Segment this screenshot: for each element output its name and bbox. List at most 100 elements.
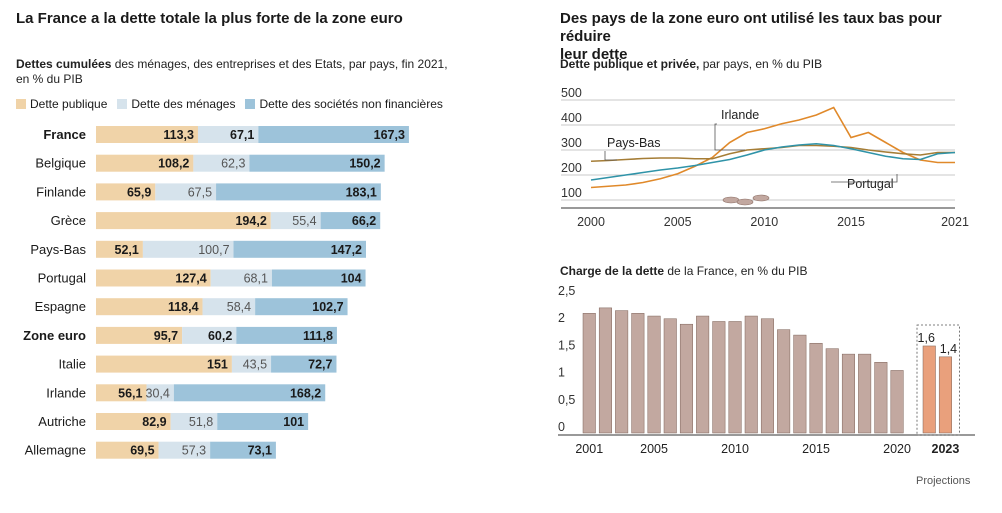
bar-segment (96, 298, 203, 316)
bar-segment (96, 212, 271, 230)
bar-segment (96, 355, 232, 373)
legend-swatch (245, 99, 256, 109)
left-subtitle: Dettes cumulées des ménages, des entrepr… (16, 57, 496, 87)
coin-stack-bar (712, 321, 726, 434)
coin-stack-bar (582, 313, 596, 434)
bar-segment (155, 183, 217, 201)
series-line (590, 142, 956, 181)
data-label: 168,2 (290, 386, 321, 400)
bar-segment (96, 441, 159, 459)
bar-segment (255, 298, 348, 316)
data-label: 151 (207, 358, 228, 372)
data-label: 67,5 (188, 185, 212, 199)
coin-stack-bar (728, 321, 742, 434)
bar-segment (236, 326, 337, 344)
bar-segment (216, 183, 381, 201)
x-tick-label: 2015 (837, 215, 865, 229)
data-label: 101 (283, 415, 304, 429)
bar-segment (158, 441, 211, 459)
x-tick-label: 2021 (941, 215, 969, 229)
category-label: Italie (59, 357, 86, 372)
coin-icon (736, 198, 754, 206)
x-tick-label: 2001 (575, 442, 603, 456)
data-label: 73,1 (248, 444, 272, 458)
x-tick-label: 2023 (932, 442, 960, 456)
category-label: Finlande (36, 184, 86, 199)
left-subtitle-rest: des ménages, des entreprises et des Etat… (111, 57, 448, 71)
bar-segment (170, 413, 218, 430)
coin-stack-bar (938, 356, 952, 434)
right-top-subtitle: Dette publique et privée, par pays, en %… (560, 57, 822, 72)
data-label: 67,1 (230, 128, 254, 142)
data-label: 43,5 (243, 358, 267, 372)
x-tick-label: 2015 (802, 442, 830, 456)
bar-segment (202, 298, 256, 316)
series-label: Pays-Bas (607, 136, 661, 150)
legend-label: Dette publique (30, 97, 108, 111)
category-label: Pays-Bas (30, 242, 86, 257)
data-label: 55,4 (292, 214, 316, 228)
y-tick-label: 2 (558, 311, 565, 325)
data-label: 95,7 (154, 329, 178, 343)
data-label: 194,2 (235, 214, 266, 228)
series-line (590, 106, 955, 189)
right-top-subtitle-bold: Dette publique et privée, (560, 57, 700, 71)
category-label: Irlande (46, 385, 86, 400)
category-label: Espagne (35, 299, 86, 314)
bar-segment (96, 240, 143, 258)
bar-segment (210, 269, 272, 287)
projection-box (916, 324, 960, 436)
data-label: 108,2 (158, 157, 189, 171)
coin-stack-bar (858, 353, 872, 434)
bar-segment (258, 126, 409, 143)
y-tick-label: 500 (561, 88, 582, 100)
data-label: 68,1 (244, 272, 268, 286)
bar-segment (271, 355, 337, 373)
bar-segment (96, 413, 171, 430)
bar-segment (146, 384, 174, 402)
x-tick-label: 2010 (721, 442, 749, 456)
y-tick-label: 0 (558, 420, 565, 434)
coin-stack-bar (777, 329, 791, 434)
right-bottom-subtitle-bold: Charge de la dette (560, 264, 665, 278)
coin-stack-bar (679, 323, 693, 434)
category-label: Grèce (51, 213, 86, 228)
bar-segment (249, 154, 385, 172)
coin-stack-bar (890, 370, 904, 434)
legend-label: Dette des sociétés non financières (259, 97, 443, 111)
bar-segment (173, 384, 326, 402)
data-label: 82,9 (142, 415, 166, 429)
x-tick-label: 2010 (750, 215, 778, 229)
series-label: Portugal (847, 177, 894, 191)
data-label: 167,3 (374, 128, 405, 142)
y-tick-label: 400 (561, 111, 582, 125)
bar-segment (217, 413, 309, 430)
data-label: 30,4 (146, 386, 170, 400)
data-label: 65,9 (127, 185, 151, 199)
data-label: 72,7 (308, 358, 332, 372)
data-label: 183,1 (346, 185, 377, 199)
left-subtitle-bold: Dettes cumulées (16, 57, 112, 71)
coin-stack-bar (615, 310, 629, 434)
data-label: 102,7 (312, 300, 343, 314)
coin-stack-bar (825, 348, 839, 434)
stacked-bar-chart: France 113,3 67,1 167,3 Belgique 108,2 62,3 150… (23, 126, 409, 459)
category-label: Portugal (38, 271, 87, 286)
data-label: 52,1 (115, 243, 139, 257)
data-label: 113,3 (163, 128, 194, 142)
leader-line (604, 151, 617, 161)
y-tick-label: 1,5 (558, 338, 575, 352)
legend-swatch (16, 99, 26, 109)
bar-segment (96, 126, 198, 143)
category-label: Allemagne (25, 443, 86, 458)
bar-segment (96, 384, 147, 402)
y-tick-label: 300 (561, 136, 582, 150)
data-label: 1,4 (940, 342, 957, 356)
right-top-title-line1: Des pays de la zone euro ont utilisé les… (560, 10, 942, 45)
bar-segment (96, 326, 183, 344)
bar-segment (320, 212, 381, 230)
x-tick-label: 2005 (664, 215, 692, 229)
bar-segment (270, 212, 321, 230)
x-tick-label: 2005 (640, 442, 668, 456)
bar-segment (197, 126, 259, 143)
